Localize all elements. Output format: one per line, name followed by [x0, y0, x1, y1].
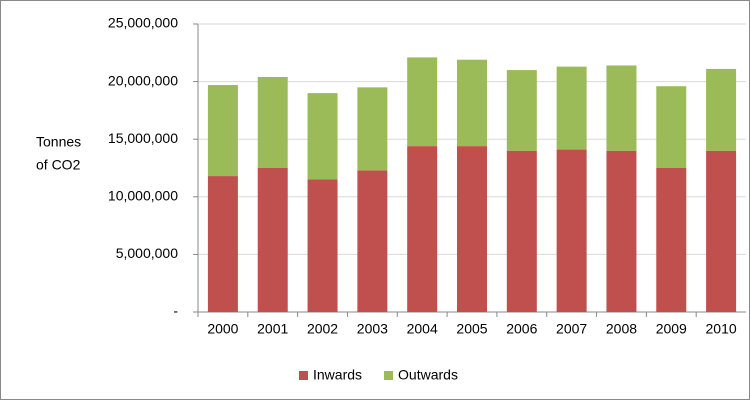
x-tick-label: 2003: [357, 321, 388, 337]
x-tick-label: 2007: [556, 321, 587, 337]
x-tick-label: 2005: [456, 321, 487, 337]
y-axis-label: Tonnes: [36, 134, 81, 150]
y-tick-label: 5,000,000: [116, 245, 178, 261]
bar-segment: [207, 85, 238, 177]
bar-segment: [656, 86, 687, 168]
legend-label: Inwards: [313, 367, 362, 383]
bar-segment: [357, 170, 388, 312]
bar-segment: [257, 76, 288, 168]
bar-segment: [606, 150, 637, 312]
bar-segment: [407, 146, 438, 312]
bar-segment: [556, 149, 587, 312]
bar-segment: [207, 176, 238, 312]
bar-segment: [257, 168, 288, 312]
y-tick-label: 10,000,000: [108, 188, 178, 204]
y-tick-label: 15,000,000: [108, 130, 178, 146]
x-tick-label: 2000: [207, 321, 238, 337]
y-tick-label: 25,000,000: [108, 15, 178, 31]
bar-segment: [656, 168, 687, 312]
bar-segment: [556, 66, 587, 150]
x-tick-label: 2006: [506, 321, 537, 337]
bar-segment: [457, 146, 487, 312]
bar-segment: [606, 65, 637, 151]
bar-segment: [506, 70, 537, 151]
legend-swatch: [299, 371, 308, 380]
bar-segment: [407, 57, 438, 147]
bar-segment: [357, 87, 388, 171]
x-tick-label: 2009: [656, 321, 687, 337]
x-tick-label: 2004: [407, 321, 438, 337]
legend-label: Outwards: [398, 367, 458, 383]
bar-segment: [457, 59, 487, 147]
legend-swatch: [384, 371, 394, 380]
bar-segment: [506, 150, 537, 312]
bar-segment: [307, 93, 338, 180]
y-tick-label: 20,000,000: [108, 72, 178, 88]
x-tick-label: 2008: [606, 321, 637, 337]
y-tick-label: -: [173, 303, 178, 319]
bar-segment: [706, 68, 737, 151]
y-axis-label: of CO2: [36, 157, 81, 173]
x-tick-label: 2001: [257, 321, 288, 337]
x-tick-label: 2002: [307, 321, 338, 337]
x-tick-label: 2010: [706, 321, 737, 337]
bar-segment: [706, 150, 737, 312]
bar-segment: [307, 179, 338, 312]
